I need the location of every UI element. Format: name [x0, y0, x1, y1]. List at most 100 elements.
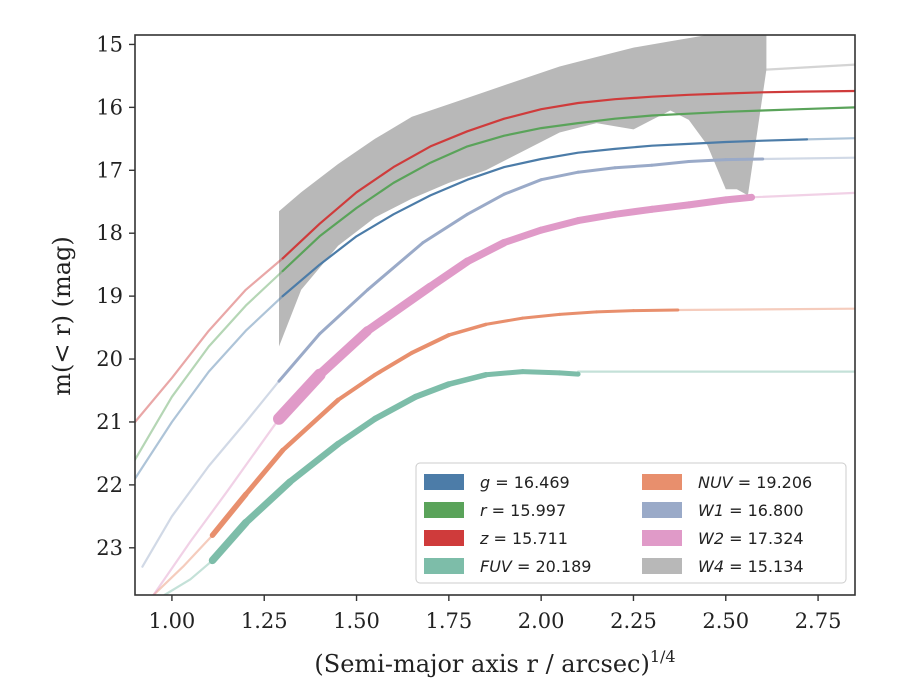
series-fuv-segment [208, 518, 250, 565]
series-w2-segment [611, 205, 656, 218]
x-tick-label: 1.50 [333, 609, 380, 633]
series-fuv-segment [520, 369, 563, 376]
legend-band-w1: W1 [698, 501, 724, 520]
series-w1-segment [613, 163, 654, 170]
legend-swatch-g [424, 474, 464, 490]
series-r-extrapolated [135, 269, 284, 461]
y-tick-label: 16 [96, 95, 123, 119]
series-nuv-segment [409, 333, 451, 355]
y-tick-label: 23 [96, 536, 123, 560]
series-g-extrapolated [135, 295, 284, 480]
series-fuv-extrapolated [163, 559, 214, 595]
legend-value-nuv: = 19.206 [733, 473, 813, 492]
series-fuv-segment [412, 381, 452, 400]
legend-band-g: g [480, 473, 490, 492]
series-nuv-segment [243, 447, 286, 497]
legend-label-w2: W2 = 17.324 [698, 529, 804, 548]
x-tick-label: 1.25 [241, 609, 288, 633]
plot-frame [134, 34, 856, 596]
legend-band-w4: W4 [698, 557, 724, 576]
legend-swatch-fuv [424, 558, 464, 574]
series-nuv-segment [336, 372, 377, 402]
y-tick-label: 20 [96, 347, 123, 371]
series-w2-segment [537, 217, 582, 234]
legend-value-r: = 15.997 [487, 501, 567, 520]
series-w2-extrapolated [152, 417, 281, 595]
legend-swatch-w4 [642, 558, 682, 574]
y-axis-label: m(< r) (mag) [48, 236, 76, 395]
series-w1-tail [761, 156, 855, 161]
legend-value-w2: = 17.324 [724, 529, 804, 548]
legend-band-r: r [480, 501, 488, 520]
series-group [135, 35, 855, 595]
series-w2-segment [648, 201, 693, 213]
series-w1-segment [687, 158, 728, 163]
x-axis-label-exponent: 1/4 [650, 647, 676, 666]
series-fuv-segment [557, 370, 581, 377]
series-nuv-segment [521, 312, 562, 320]
x-tick-label: 1.75 [425, 609, 472, 633]
series-w4-tail [765, 63, 855, 71]
series-w1-segment [724, 157, 765, 162]
legend-value-z: = 15.711 [488, 529, 568, 548]
series-nuv-segment [595, 309, 635, 314]
legend-label-w4: W4 = 15.134 [698, 557, 804, 576]
series-nuv-extrapolated [152, 534, 214, 595]
series-r-line [281, 106, 855, 273]
legend-label-g: g = 16.469 [480, 473, 570, 492]
series-nuv-tail [676, 307, 855, 312]
series-w1-segment [576, 166, 617, 174]
series-w2-segment [426, 257, 472, 291]
y-tick-label: 21 [96, 410, 123, 434]
series-w4-band [279, 35, 767, 347]
series-w2-segment [314, 325, 373, 380]
series-fuv-segment [446, 372, 489, 387]
series-w1-segment [465, 192, 506, 216]
legend-band-z: z [479, 529, 489, 548]
series-w1-segment [421, 212, 469, 245]
legend-label-fuv: FUV = 20.189 [480, 557, 591, 576]
series-nuv-segment [632, 308, 680, 313]
series-w1-segment [650, 160, 691, 167]
series-w1-segment [366, 241, 425, 292]
series-nuv-segment [447, 322, 488, 337]
series-w2-tail [750, 191, 855, 199]
y-tick-label: 22 [96, 473, 123, 497]
series-g-tail [805, 137, 855, 141]
legend-label-nuv: NUV = 19.206 [698, 473, 812, 492]
series-w2-segment [500, 226, 545, 247]
series-w1-segment [277, 332, 322, 383]
legend-swatch-nuv [642, 474, 682, 490]
legend-label-r: r = 15.997 [480, 501, 566, 520]
x-tick-label: 2.75 [795, 609, 842, 633]
legend-band-w2: W2 [698, 529, 724, 548]
x-tick-label: 1.00 [149, 609, 196, 633]
series-w2-segment [273, 368, 326, 425]
y-tick-label: 19 [96, 284, 123, 308]
x-axis-label: (Semi-major axis r / arcsec)1/4 [314, 647, 675, 678]
y-tick-label: 18 [96, 221, 123, 245]
x-axis-label-text: (Semi-major axis r / arcsec) [314, 650, 649, 678]
legend-swatch-z [424, 530, 464, 546]
legend-value-g: = 16.469 [490, 473, 570, 492]
x-tick-label: 2.25 [610, 609, 657, 633]
legend-value-w1: = 16.800 [724, 501, 804, 520]
series-w2-segment [574, 210, 619, 225]
series-z-extrapolated [135, 257, 284, 424]
series-w1-segment [502, 178, 543, 196]
series-nuv-segment [558, 310, 598, 316]
series-nuv-segment [280, 397, 341, 453]
series-w1-extrapolated [141, 380, 281, 568]
legend-swatch-r [424, 502, 464, 518]
series-nuv-segment [484, 316, 525, 326]
legend-label-z: z = 15.711 [479, 529, 568, 548]
x-tick-label: 2.50 [702, 609, 749, 633]
legend-label-w1: W1 = 16.800 [698, 501, 804, 520]
series-w1-segment [539, 170, 580, 182]
series-w1-segment [318, 288, 370, 336]
series-fuv-segment [372, 393, 419, 422]
series-g-line [281, 138, 809, 298]
legend-value-w4: = 15.134 [724, 557, 804, 576]
series-w2-segment [685, 196, 730, 209]
